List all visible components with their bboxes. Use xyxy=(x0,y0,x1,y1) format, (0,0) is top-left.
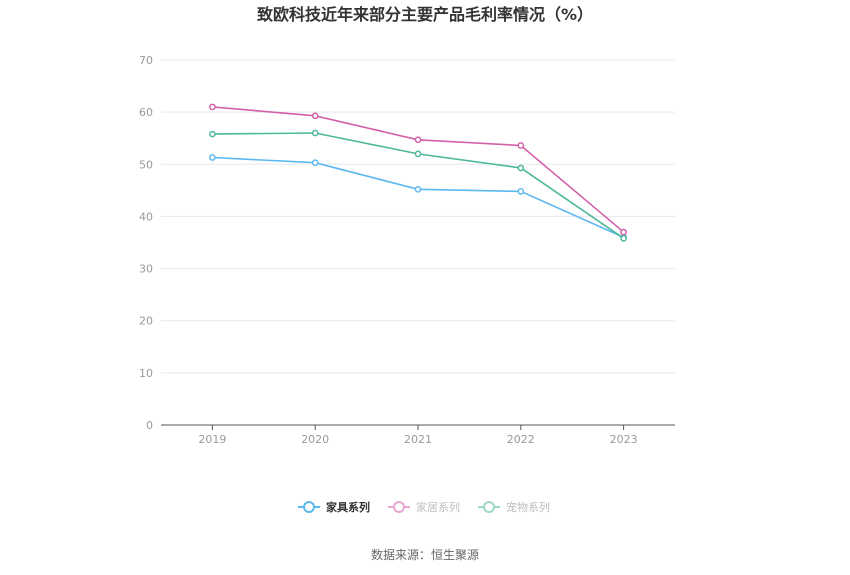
x-tick-label: 2022 xyxy=(507,433,535,446)
data-point[interactable] xyxy=(517,142,525,149)
y-tick-label: 70 xyxy=(139,54,153,67)
x-tick-label: 2023 xyxy=(610,433,638,446)
legend-item[interactable]: 家居系列 xyxy=(388,500,460,514)
data-point[interactable] xyxy=(414,136,422,144)
y-tick-label: 20 xyxy=(139,315,153,328)
data-point[interactable] xyxy=(414,150,422,158)
x-tick-label: 2019 xyxy=(198,433,226,446)
x-tick-label: 2020 xyxy=(301,433,329,446)
axes: 0 10 20 30 40 50 60 70 2019 2020 2021 2022 2023 xyxy=(139,54,675,446)
gridlines xyxy=(161,59,675,374)
data-point[interactable] xyxy=(620,228,627,236)
data-point[interactable] xyxy=(414,185,422,193)
data-point[interactable] xyxy=(209,154,216,161)
data-point[interactable] xyxy=(209,130,216,138)
y-tick-label: 40 xyxy=(139,210,153,223)
source-note: 数据来源：恒生聚源 xyxy=(371,547,479,562)
series-line xyxy=(212,156,624,239)
y-tick-label: 50 xyxy=(139,158,153,171)
legend-item[interactable]: 宠物系列 xyxy=(478,500,550,514)
legend-item[interactable]: 家具系列 xyxy=(298,500,370,514)
legend-marker-icon xyxy=(393,501,405,513)
series-lines xyxy=(209,103,627,242)
legend-label: 家具系列 xyxy=(326,500,370,514)
chart-title: 致欧科技近年来部分主要产品毛利率情况（%） xyxy=(257,5,593,24)
data-point[interactable] xyxy=(311,112,319,120)
legend-marker-icon xyxy=(483,501,495,513)
y-tick-label: 10 xyxy=(139,367,153,380)
legend-label: 宠物系列 xyxy=(506,500,550,514)
data-point[interactable] xyxy=(311,159,319,167)
y-tick-label: 60 xyxy=(139,106,153,119)
data-point[interactable] xyxy=(517,164,525,172)
x-tick-label: 2021 xyxy=(404,433,432,446)
series-line xyxy=(212,106,625,233)
series-line xyxy=(212,132,625,239)
data-point[interactable] xyxy=(620,234,627,242)
legend: 家具系列 家居系列 宠物系列 xyxy=(298,500,550,514)
data-point[interactable] xyxy=(517,188,525,195)
y-tick-label: 0 xyxy=(146,419,153,432)
legend-label: 家居系列 xyxy=(416,500,460,514)
data-point[interactable] xyxy=(311,129,319,137)
y-tick-label: 30 xyxy=(139,263,153,276)
data-point[interactable] xyxy=(209,103,216,111)
legend-marker-icon xyxy=(303,501,315,513)
